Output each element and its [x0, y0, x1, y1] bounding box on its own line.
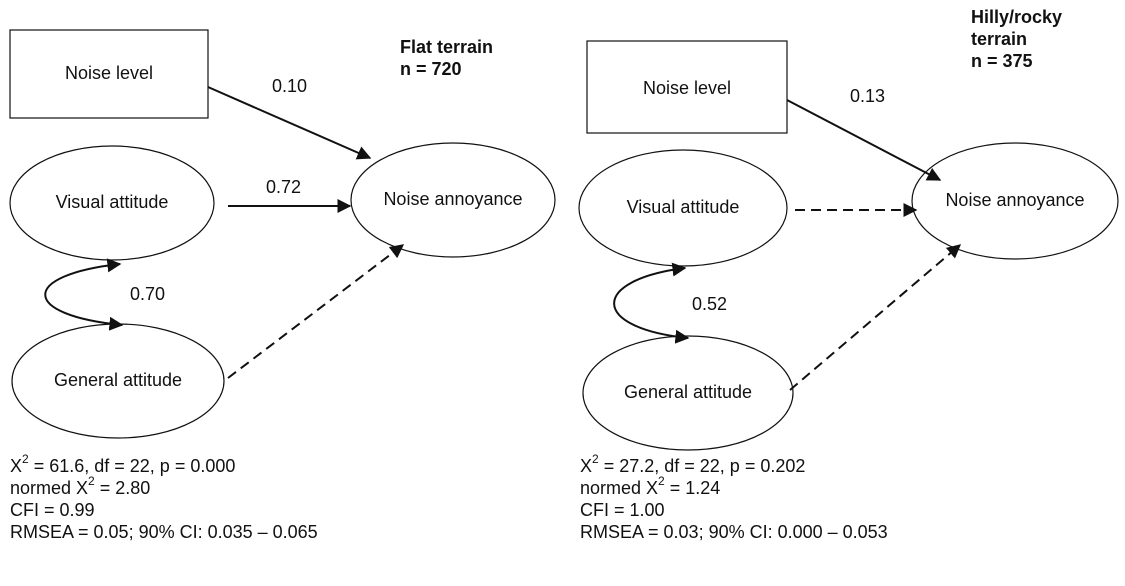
edge-label: 0.13 — [850, 86, 885, 106]
node-label: General attitude — [54, 370, 182, 390]
edge-label: 0.72 — [266, 177, 301, 197]
stat-sup: 2 — [592, 452, 599, 466]
stat-text: X — [580, 456, 592, 476]
covariance-arrow — [44, 258, 124, 331]
node-label: General attitude — [624, 382, 752, 402]
stat-line: normed X2 = 1.24 — [580, 474, 720, 498]
panel-title: Hilly/rocky — [971, 7, 1062, 27]
edge-arrow-dashed — [227, 244, 405, 379]
panel-title: n = 375 — [971, 51, 1033, 71]
panel-title: n = 720 — [400, 59, 462, 79]
panel-title: terrain — [971, 29, 1027, 49]
node-label: Noise level — [65, 63, 153, 83]
panel-hilly: Hilly/rocky terrain n = 375 Noise level … — [578, 7, 1119, 542]
covariance-arrow — [613, 262, 690, 344]
stat-text: X — [10, 456, 22, 476]
stat-line: X2 = 27.2, df = 22, p = 0.202 — [580, 452, 805, 476]
edge-label: 0.10 — [272, 76, 307, 96]
stat-text: = 1.24 — [665, 478, 721, 498]
stat-sup: 2 — [658, 474, 665, 488]
panel-flat: Flat terrain n = 720 Noise level Visual … — [9, 29, 556, 542]
edge-label: 0.70 — [130, 284, 165, 304]
node-label: Noise level — [643, 78, 731, 98]
stat-line: CFI = 0.99 — [10, 500, 95, 520]
stat-line: normed X2 = 2.80 — [10, 474, 150, 498]
node-label: Visual attitude — [627, 197, 740, 217]
node-box — [9, 29, 209, 119]
edge-arrow — [786, 99, 942, 181]
stat-line: X2 = 61.6, df = 22, p = 0.000 — [10, 452, 235, 476]
stat-text: = 61.6, df = 22, p = 0.000 — [29, 456, 236, 476]
edge-arrow — [207, 86, 372, 160]
node-label: Visual attitude — [56, 192, 169, 212]
stat-line: RMSEA = 0.05; 90% CI: 0.035 – 0.065 — [10, 522, 318, 542]
node-label: Noise annoyance — [945, 190, 1084, 210]
stat-text: normed X — [10, 478, 88, 498]
node-label: Noise annoyance — [383, 189, 522, 209]
stat-sup: 2 — [88, 474, 95, 488]
edge-arrow-dashed — [789, 244, 962, 391]
panel-title: Flat terrain — [400, 37, 493, 57]
stat-line: CFI = 1.00 — [580, 500, 665, 520]
node-ellipse — [911, 142, 1119, 260]
stat-text: = 2.80 — [95, 478, 151, 498]
edge-label: 0.52 — [692, 294, 727, 314]
stat-text: normed X — [580, 478, 658, 498]
stat-line: RMSEA = 0.03; 90% CI: 0.000 – 0.053 — [580, 522, 888, 542]
stat-sup: 2 — [22, 452, 29, 466]
node-box — [586, 40, 788, 134]
stat-text: = 27.2, df = 22, p = 0.202 — [599, 456, 806, 476]
